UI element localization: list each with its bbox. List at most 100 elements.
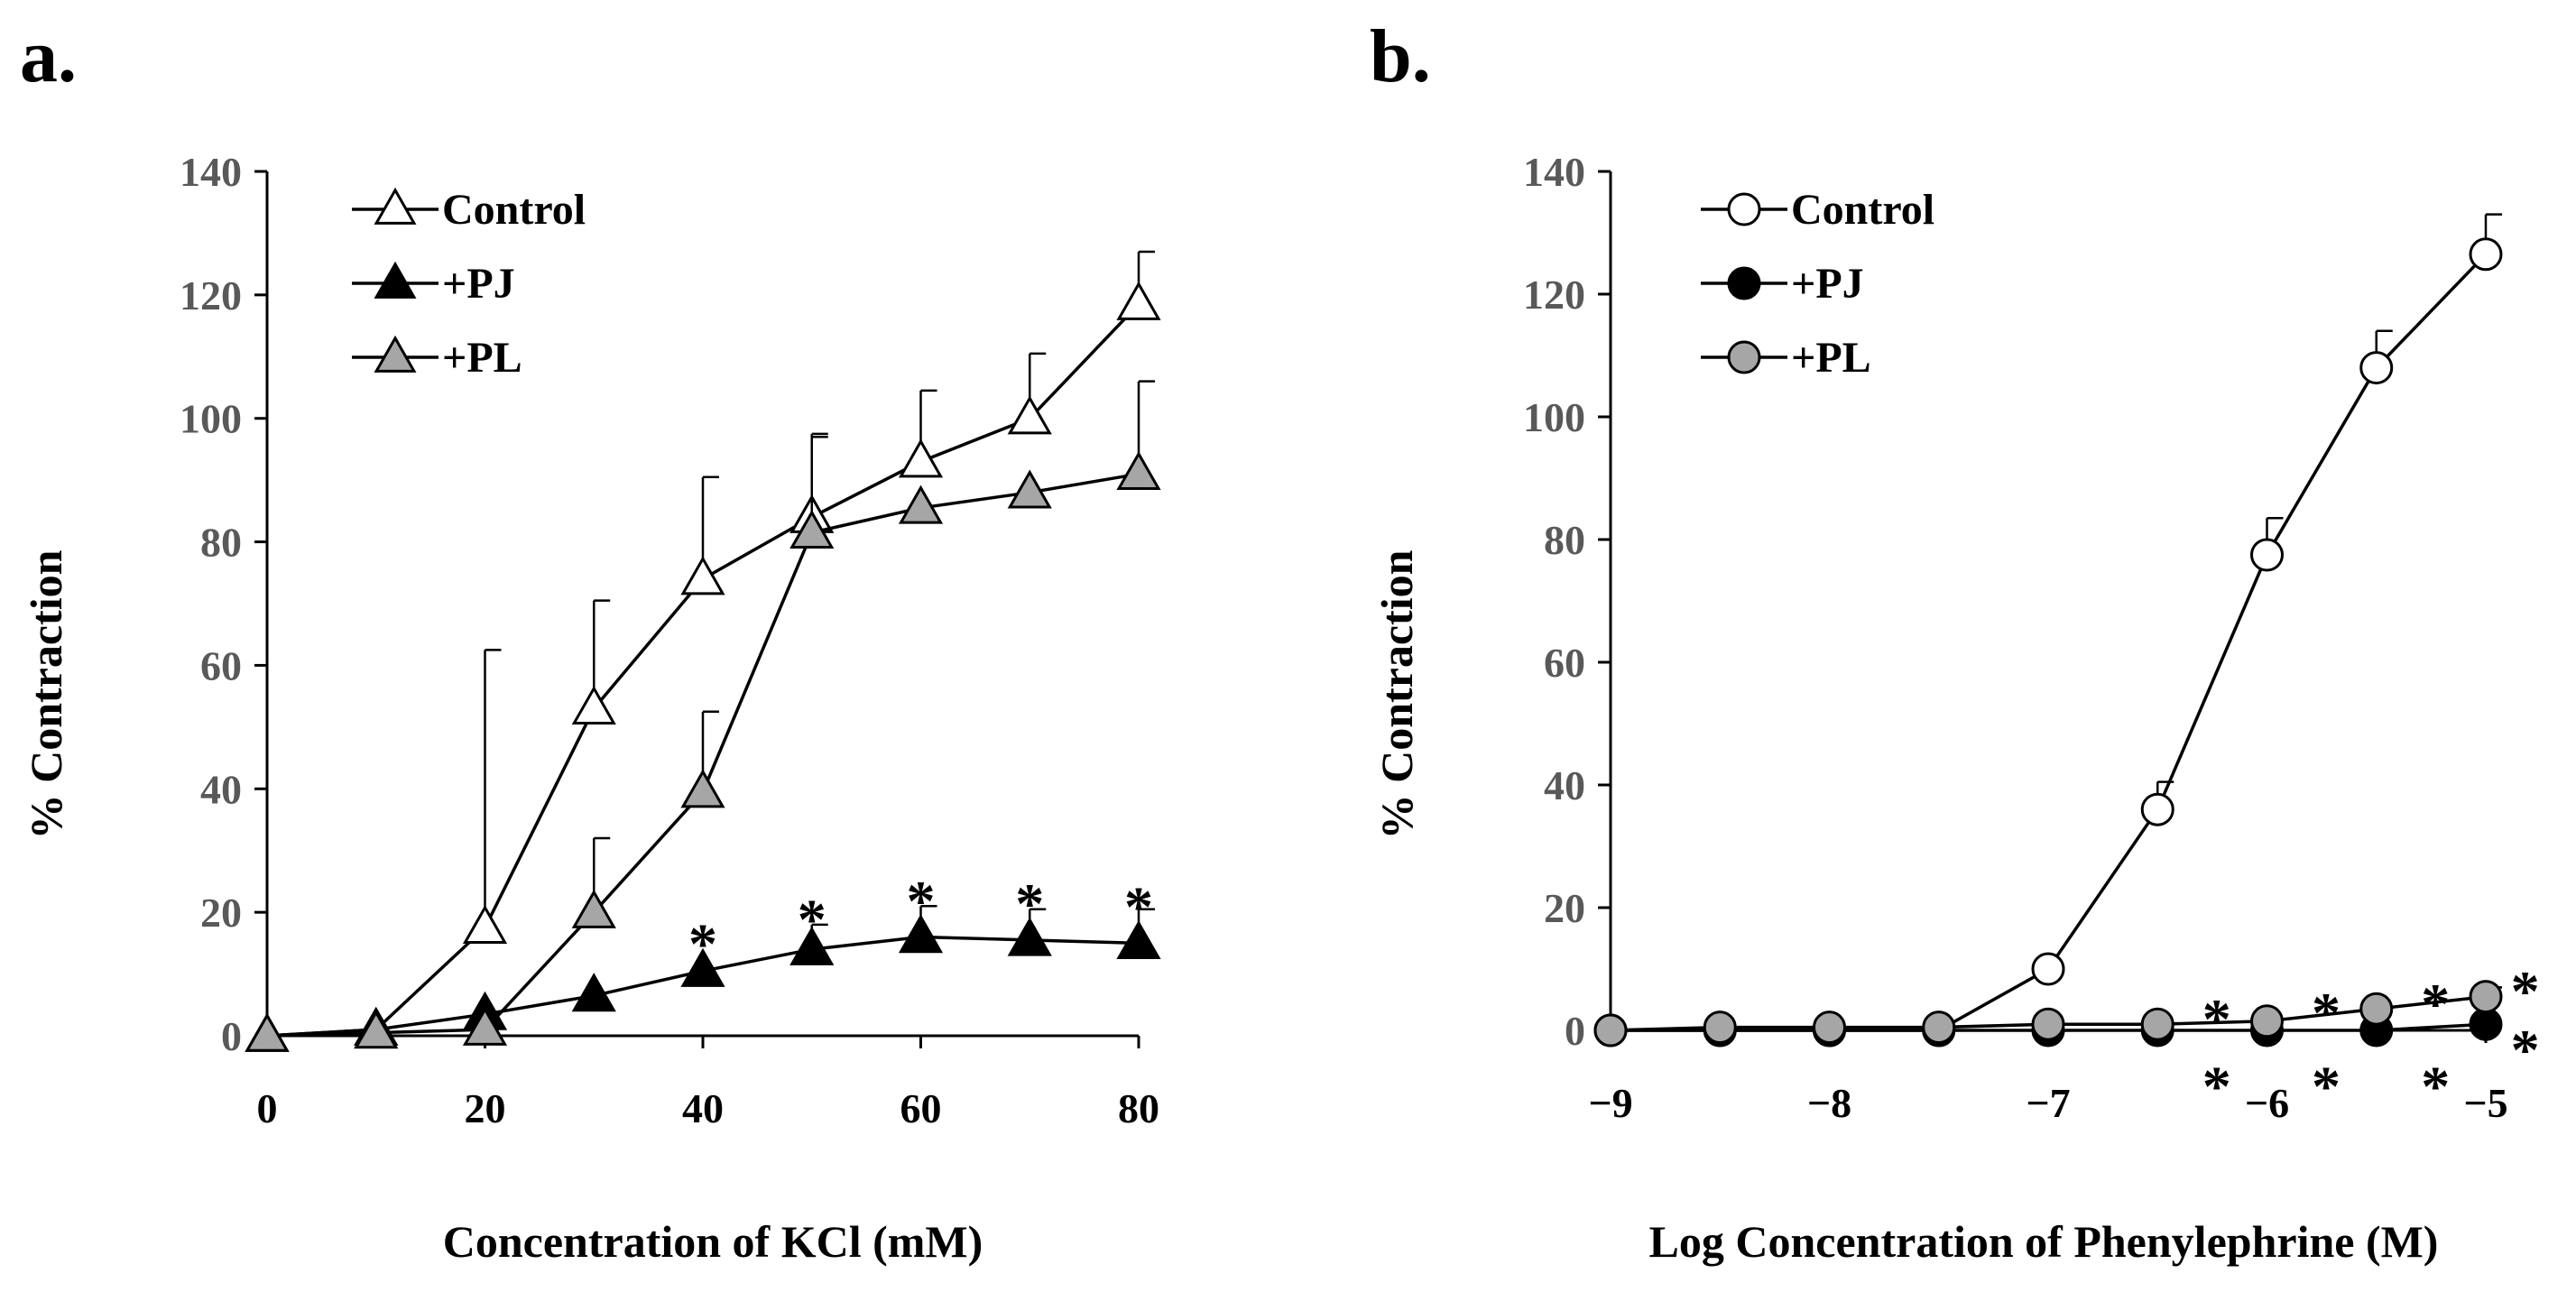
significance-star: * [1124,875,1153,939]
legend-label: +PL [1791,334,1871,382]
legend-item: Control [352,186,586,234]
significance-star: * [2312,1055,2341,1119]
panel-b-x-axis-label: Log Concentration of Phenylephrine (M) [1649,1216,2439,1267]
data-point [2359,992,2394,1026]
data-point [2469,980,2503,1014]
data-point [1007,469,1052,509]
data-point [2469,1007,2503,1041]
data-point [245,1012,290,1052]
y-tick-label: 100 [180,396,242,442]
data-point [1007,917,1052,956]
y-tick-label: 60 [1544,640,1585,686]
series-control [1593,213,2503,1047]
legend-label: +PJ [1791,260,1864,308]
x-tick-label: 0 [257,1085,278,1131]
y-tick-label: 0 [1565,1008,1585,1054]
panel-a: a. 0 20 40 60 80 100 120 140 0 20 40 60 80 * * * * * Cont… [20,14,1161,1267]
legend-item: +PJ [1701,260,1864,308]
data-point [354,1010,399,1049]
x-tick-label: −8 [1807,1080,1851,1126]
data-point [1813,1011,1846,1045]
legend: Control +PJ +PL [1701,186,1934,382]
panel-b-y-axis-label: % Contraction [1371,549,1422,839]
y-tick-label: 0 [221,1013,242,1059]
x-tick-label: 40 [682,1085,724,1131]
data-point [462,1006,508,1046]
y-tick-label: 40 [200,766,242,812]
data-point [1116,281,1161,320]
data-point [462,904,508,944]
x-tick-label: −9 [1588,1080,1632,1126]
panel-a-x-axis-label: Concentration of KCl (mM) [443,1216,983,1267]
y-tick-label: 80 [1544,517,1585,563]
legend-marker [374,335,417,373]
data-point [571,889,616,928]
y-tick-label: 60 [200,642,242,688]
y-tick-label: 120 [1523,272,1585,318]
y-tick-label: 20 [200,890,242,936]
data-point [2140,1007,2174,1041]
legend-label: Control [1791,186,1934,234]
data-point [898,914,944,954]
series-pl [1593,980,2503,1047]
legend-marker [1727,192,1761,226]
legend-marker [1727,340,1761,374]
x-tick-label: 20 [465,1085,506,1131]
legend-item: +PJ [352,260,515,308]
data-point [898,438,944,478]
x-tick-label: 80 [1118,1085,1159,1131]
legend-label: +PL [442,334,522,382]
data-point [680,556,725,595]
legend-marker [374,261,417,299]
data-point [1703,1011,1737,1045]
panel-b-label: b. [1370,14,1431,98]
legend-marker [1727,266,1761,300]
x-tick-label: −5 [2463,1080,2507,1126]
significance-star: * [688,912,717,976]
significance-star: * [907,869,936,933]
significance-star: * [2421,1055,2450,1119]
data-point [680,769,725,808]
series-pl [245,380,1161,1052]
significance-star: * [1015,872,1044,936]
data-point [1593,1013,1628,1047]
legend-item: +PL [352,334,522,382]
data-point [571,685,616,725]
data-point [2031,1007,2065,1041]
significance-star: * [2312,981,2341,1045]
panel-a-label: a. [20,14,77,98]
significance-star: * [798,887,826,951]
legend-label: Control [442,186,586,234]
significance-star: * [2511,1018,2540,1082]
significance-star: * [2511,959,2540,1023]
data-point [2250,1004,2284,1038]
x-tick-label: −6 [2245,1080,2289,1126]
legend: Control +PJ +PL [352,186,586,382]
legend-label: +PJ [442,260,515,308]
data-point [2469,237,2503,272]
y-tick-label: 140 [180,149,242,195]
legend-item: Control [1701,186,1934,234]
data-point [789,509,835,549]
significance-star: * [2202,1055,2231,1119]
y-tick-label: 140 [1523,149,1585,195]
y-tick-label: 20 [1544,885,1585,931]
data-point [898,484,944,524]
data-point [2140,792,2174,826]
data-point [1007,395,1052,435]
data-point [2031,952,2065,986]
significance-star: * [2421,972,2450,1036]
y-tick-label: 40 [1544,762,1585,808]
x-tick-label: −7 [2026,1080,2070,1126]
data-point [2250,538,2284,572]
data-point [1922,1011,1956,1045]
y-tick-label: 80 [200,520,242,566]
data-point [1116,450,1161,490]
data-point [571,973,616,1012]
y-tick-label: 100 [1523,394,1585,440]
data-point [680,947,725,987]
data-point [2359,351,2394,385]
x-tick-label: 60 [900,1085,942,1131]
